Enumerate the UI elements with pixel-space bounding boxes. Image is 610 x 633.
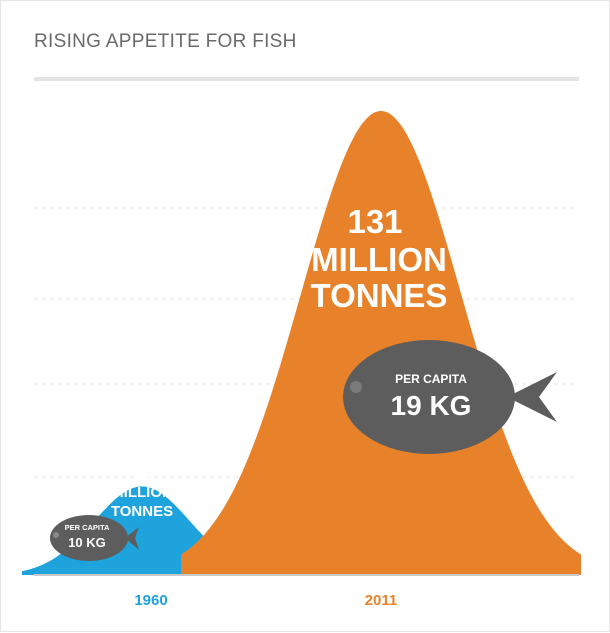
unit-line-2-1960: TONNES	[111, 503, 173, 520]
per-capita-label-1960: PER CAPITA	[65, 523, 110, 532]
per-capita-value-1960: 10 KG	[68, 535, 106, 550]
chart-title: RISING APPETITE FOR FISH	[34, 31, 297, 52]
title-divider	[34, 77, 579, 81]
fish-1960-icon: PER CAPITA 10 KG	[50, 515, 139, 561]
x-tick-1960: 1960	[134, 592, 167, 609]
label-1960-tonnage: 25 MILLION TONNES	[111, 465, 173, 520]
area-2011	[181, 111, 581, 575]
unit-line-2-2011: TONNES	[311, 277, 448, 314]
unit-line-1-2011: MILLION	[311, 241, 447, 278]
per-capita-value-2011: 19 KG	[391, 390, 472, 421]
value-1960: 25	[134, 465, 151, 482]
label-2011-tonnage: 131 MILLION TONNES	[311, 203, 448, 314]
per-capita-label-2011: PER CAPITA	[395, 372, 467, 386]
fish-2011-icon: PER CAPITA 19 KG	[343, 340, 557, 454]
value-2011: 131	[347, 203, 402, 240]
unit-line-1-1960: MILLION	[111, 484, 173, 501]
x-tick-2011: 2011	[365, 592, 398, 609]
